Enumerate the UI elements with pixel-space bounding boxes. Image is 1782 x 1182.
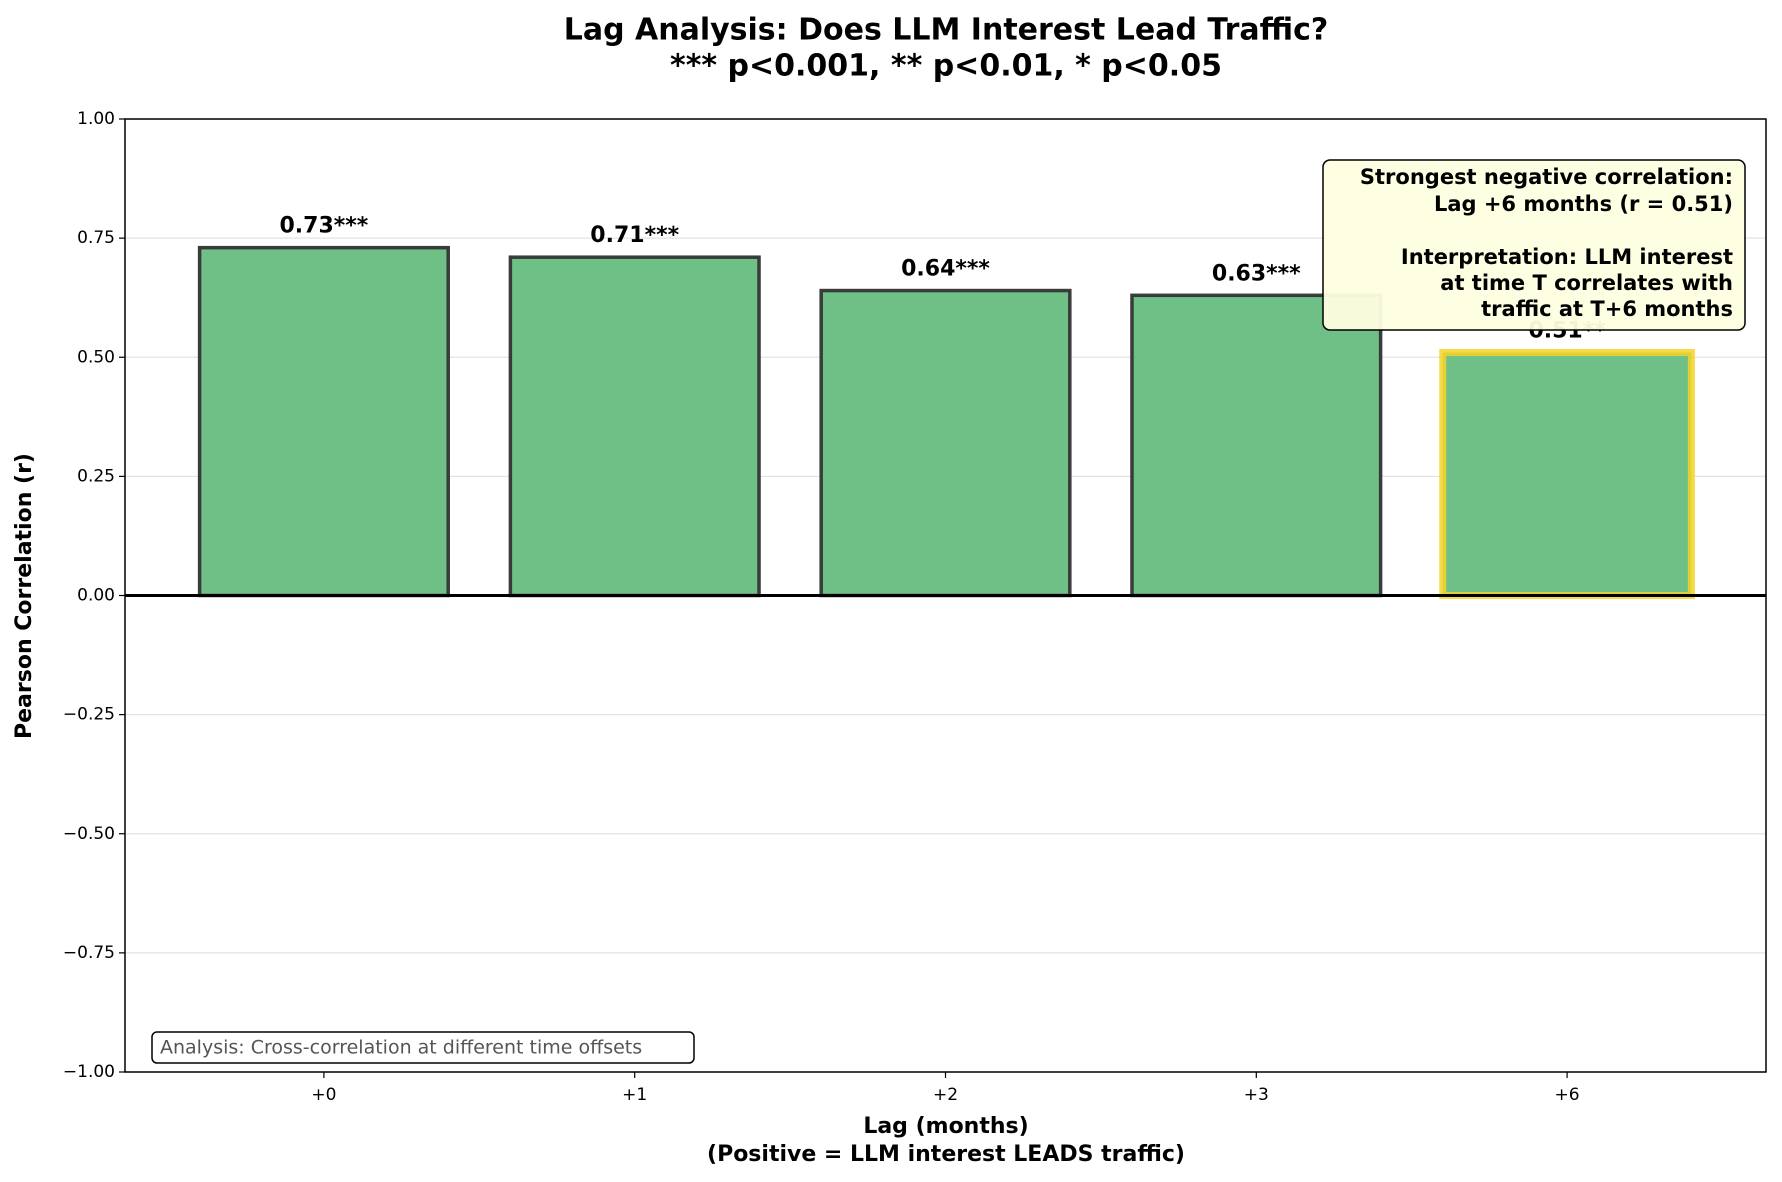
- y-tick-label: 1.00: [77, 109, 115, 129]
- x-tick-label: +0: [311, 1085, 336, 1105]
- x-tick-label: +1: [622, 1085, 647, 1105]
- y-tick-label: −0.50: [63, 824, 115, 844]
- x-axis-note: (Positive = LLM interest LEADS traffic): [707, 1142, 1185, 1167]
- x-axis-label: Lag (months): [863, 1114, 1028, 1139]
- x-tick-label: +6: [1555, 1085, 1580, 1105]
- y-tick-label: 0.25: [77, 466, 115, 486]
- chart-title: Lag Analysis: Does LLM Interest Lead Tra…: [564, 13, 1329, 48]
- value-label: 0.64***: [901, 257, 990, 282]
- value-label: 0.73***: [280, 214, 369, 239]
- annotation-text: Interpretation: LLM interest: [1401, 245, 1733, 269]
- footnote: Analysis: Cross-correlation at different…: [160, 1037, 642, 1059]
- y-tick-label: −1.00: [63, 1062, 115, 1082]
- bar: [1130, 293, 1383, 598]
- bar: [1439, 348, 1695, 599]
- chart-subtitle: *** p<0.001, ** p<0.01, * p<0.05: [670, 49, 1222, 84]
- y-axis-label: Pearson Correlation (r): [12, 453, 37, 739]
- y-tick-label: 0.00: [77, 586, 115, 606]
- value-label: 0.71***: [590, 223, 679, 248]
- bar: [508, 255, 761, 598]
- x-tick-label: +3: [1244, 1085, 1269, 1105]
- y-tick-label: −0.75: [63, 943, 115, 963]
- x-tick-label: +2: [933, 1085, 958, 1105]
- y-tick-label: −0.25: [63, 705, 115, 725]
- annotation-text: Lag +6 months (r = 0.51): [1434, 192, 1733, 216]
- annotation-text: traffic at T+6 months: [1481, 297, 1733, 321]
- bar: [197, 245, 450, 598]
- footnote-box: [151, 1031, 695, 1064]
- plot-frame: [124, 118, 1767, 1073]
- annotation-text: Strongest negative correlation:: [1360, 165, 1733, 189]
- bar: [819, 288, 1072, 598]
- annotation-text: at time T correlates with: [1440, 271, 1733, 295]
- y-tick-label: 0.75: [77, 228, 115, 248]
- annotation-box: [1322, 159, 1746, 331]
- y-tick-label: 0.50: [77, 347, 115, 367]
- value-label: 0.63***: [1212, 261, 1301, 286]
